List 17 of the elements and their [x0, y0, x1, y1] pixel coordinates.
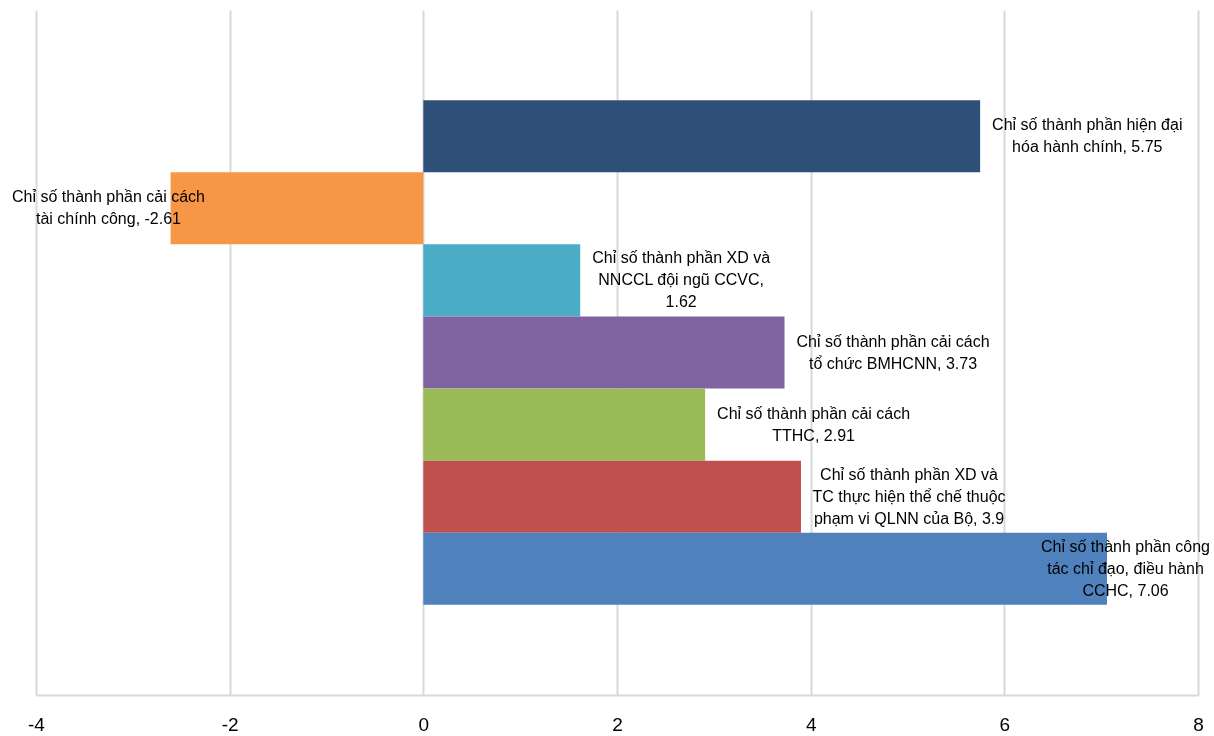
- x-tick-label: 0: [418, 713, 430, 735]
- x-tick-label: 4: [805, 713, 817, 735]
- data-label: Chỉ số thành phần XD và TC thực hiện thể chế thuộc phạm vi QLNN của Bộ, 3.9: [812, 465, 1006, 527]
- data-label: Chỉ số thành phần XD và NNCCL đội ngũ CCVC, 1.62: [592, 249, 771, 311]
- bar: [423, 316, 785, 389]
- x-tick-label: -2: [221, 713, 239, 735]
- x-tick-label: 8: [1193, 713, 1204, 735]
- x-tick-label: -4: [28, 713, 46, 735]
- bar: [423, 244, 581, 317]
- bar: [423, 100, 981, 173]
- data-label: Chỉ số thành phần cải cách tổ chức BMHCNN, 3.73: [796, 332, 990, 372]
- data-label: Chỉ số thành phần hiện đại hóa hành chính, 5.75: [992, 116, 1183, 156]
- bar: [423, 388, 706, 461]
- bar: [423, 460, 801, 533]
- data-label: Chỉ số thành phần cải cách TTHC, 2.91: [717, 404, 911, 444]
- x-tick-label: 6: [999, 713, 1011, 735]
- x-tick-label: 2: [612, 713, 623, 735]
